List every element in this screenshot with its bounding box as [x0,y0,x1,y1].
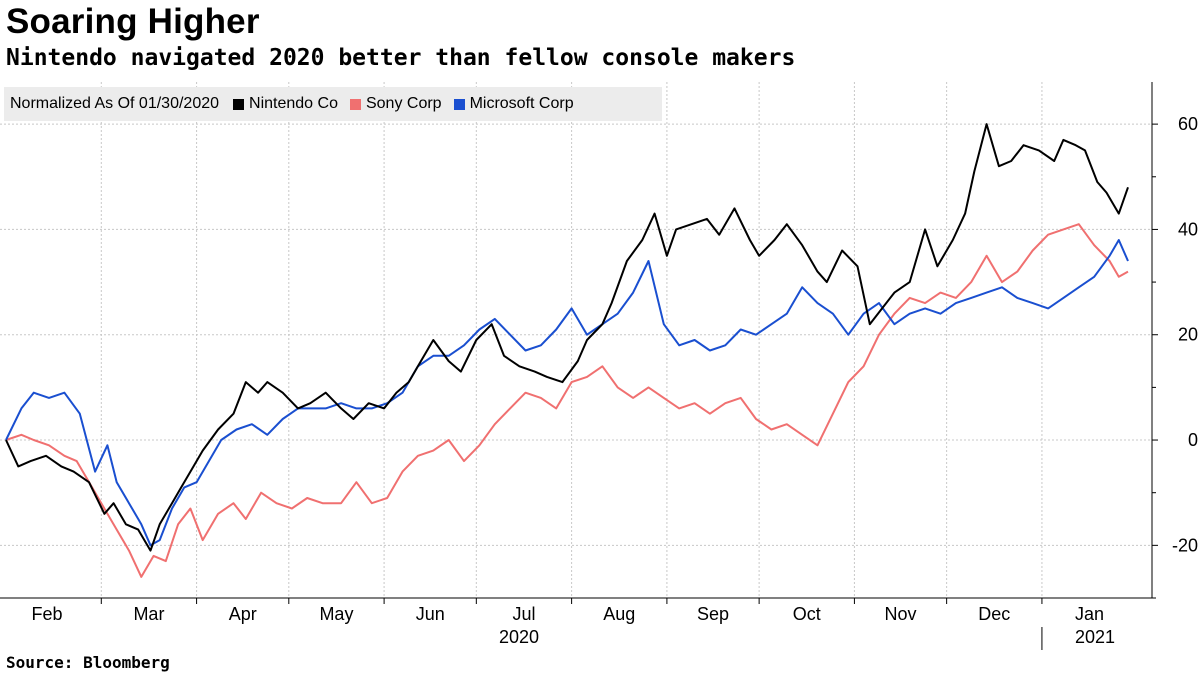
x-month-label: Feb [31,604,62,624]
legend: Normalized As Of 01/30/2020 Nintendo Co … [4,87,662,121]
x-month-label: Dec [978,604,1010,624]
grid-lines [0,82,1152,598]
legend-normalized-note: Normalized As Of 01/30/2020 [10,95,220,112]
legend-item-sony: Sony Corp [349,95,442,113]
axes: -20 0 20 40 60 Feb Mar Apr May Jun Jul Aug Sep Oct Nov… [0,82,1198,650]
x-month-label: Aug [603,604,635,624]
legend-swatch-sony [349,98,361,110]
legend-item-microsoft: Microsoft Corp [453,95,574,113]
source-note: Source: Bloomberg [6,653,170,672]
x-month-label: Nov [885,604,917,624]
series-line-microsoft-corp [5,239,1129,547]
chart-title: Soaring Higher [6,2,260,41]
x-month-label: Apr [229,604,257,624]
legend-swatch-microsoft [453,98,465,110]
y-tick-label: 0 [1188,430,1198,450]
y-tick-label: -20 [1172,535,1198,555]
x-month-label: May [319,604,353,624]
series-line-sony-corp [5,223,1129,578]
x-month-label: Mar [133,604,164,624]
y-tick-label: 40 [1178,219,1198,239]
x-year-label: 2020 [499,627,539,647]
x-month-label: Jun [416,604,445,624]
x-month-label: Sep [697,604,729,624]
legend-label-microsoft: Microsoft Corp [469,95,574,112]
legend-label-nintendo: Nintendo Co [249,95,338,112]
chart-subtitle: Nintendo navigated 2020 better than fell… [6,45,796,71]
x-month-label: Oct [793,604,821,624]
y-tick-label: 60 [1178,114,1198,134]
series-layer [5,123,1129,578]
x-year-label: 2021 [1075,627,1115,647]
x-month-label: Jul [512,604,535,624]
series-line-nintendo-co [5,123,1129,552]
legend-item-nintendo: Nintendo Co [233,95,338,113]
legend-swatch-nintendo [233,98,245,110]
y-tick-label: 20 [1178,325,1198,345]
x-month-label: Jan [1075,604,1104,624]
legend-label-sony: Sony Corp [365,95,442,112]
